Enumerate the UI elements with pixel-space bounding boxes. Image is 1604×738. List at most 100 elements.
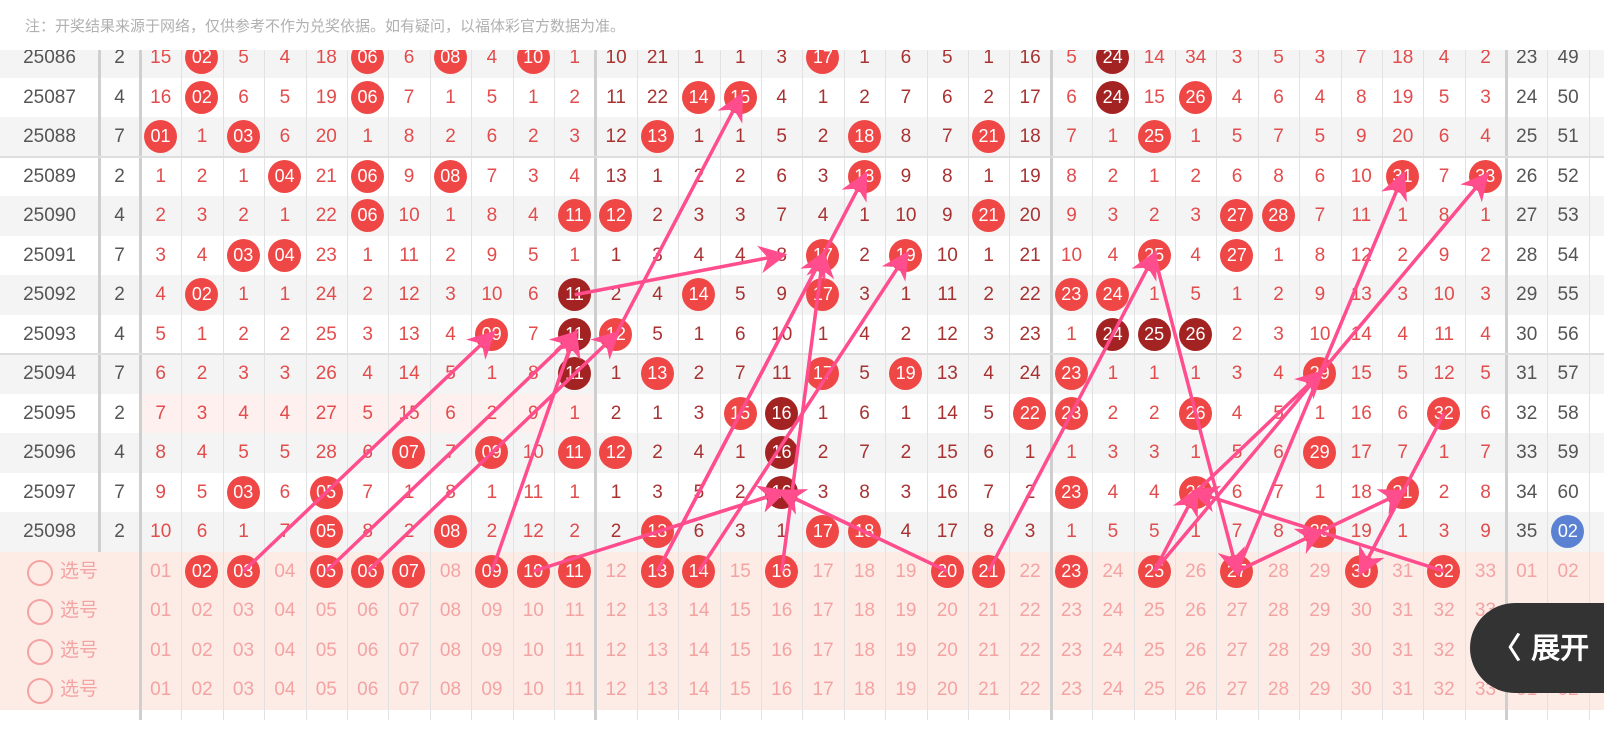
select-number-25[interactable]: 25 (1143, 639, 1165, 661)
select-number-08[interactable]: 08 (439, 639, 462, 661)
select-number-26[interactable]: 26 (1185, 639, 1207, 661)
selected-ball[interactable]: 06 (351, 554, 384, 588)
selected-ball[interactable]: 02 (185, 554, 219, 588)
selected-ball[interactable]: 30 (1344, 554, 1378, 588)
select-number-20[interactable]: 20 (936, 679, 958, 700)
select-number-28[interactable]: 28 (1267, 639, 1290, 661)
select-number-12[interactable]: 12 (605, 639, 627, 661)
selected-ball[interactable]: 21 (972, 554, 1005, 588)
select-number-27[interactable]: 27 (1226, 639, 1248, 661)
select-number-30[interactable]: 30 (1350, 639, 1372, 661)
selected-ball[interactable]: 16 (765, 554, 798, 588)
radio-button[interactable] (27, 559, 53, 586)
select-number-08[interactable]: 08 (439, 560, 462, 582)
select-number-04[interactable]: 04 (274, 600, 296, 621)
select-number-05[interactable]: 05 (315, 600, 337, 621)
select-number-06[interactable]: 06 (357, 679, 379, 700)
select-number-06[interactable]: 06 (357, 600, 379, 621)
select-number-22[interactable]: 22 (1019, 560, 1041, 582)
selected-ball[interactable]: 05 (309, 554, 343, 588)
selected-ball[interactable]: 07 (392, 554, 426, 588)
select-number-01[interactable]: 01 (150, 639, 172, 661)
select-number-03[interactable]: 03 (232, 679, 255, 700)
select-number-09[interactable]: 09 (481, 679, 503, 700)
select-number-03[interactable]: 03 (232, 639, 255, 661)
select-number-09[interactable]: 09 (481, 639, 503, 661)
selected-ball[interactable]: 27 (1220, 554, 1254, 588)
selected-ball[interactable]: 14 (682, 554, 716, 588)
select-number-02[interactable]: 02 (191, 679, 213, 700)
select-number-18[interactable]: 18 (853, 560, 876, 582)
select-number-26[interactable]: 26 (1185, 600, 1207, 621)
radio-button[interactable] (27, 599, 53, 625)
select-number-29[interactable]: 29 (1309, 600, 1331, 621)
select-number-12[interactable]: 12 (605, 679, 627, 700)
selected-ball[interactable]: 09 (475, 554, 509, 588)
select-number-31[interactable]: 31 (1392, 679, 1414, 700)
select-number-18[interactable]: 18 (853, 639, 876, 661)
select-number-12[interactable]: 12 (605, 600, 627, 621)
select-number-15[interactable]: 15 (729, 639, 751, 661)
selected-ball[interactable]: 10 (516, 554, 550, 588)
radio-button[interactable] (27, 678, 53, 704)
select-number-11[interactable]: 11 (564, 639, 585, 661)
select-number-19[interactable]: 19 (895, 560, 917, 582)
selected-ball[interactable]: 03 (226, 554, 260, 588)
select-number-32[interactable]: 32 (1433, 639, 1455, 661)
select-number-25[interactable]: 25 (1143, 679, 1165, 700)
select-number-14[interactable]: 14 (678, 552, 719, 592)
select-number-28[interactable]: 28 (1267, 600, 1290, 621)
select-number-23[interactable]: 23 (1060, 600, 1083, 621)
select-number-16[interactable]: 16 (771, 679, 793, 700)
select-number-24[interactable]: 24 (1102, 679, 1124, 700)
select-number-16[interactable]: 16 (761, 552, 802, 592)
select-number-31[interactable]: 31 (1392, 600, 1414, 621)
select-number-17[interactable]: 17 (812, 600, 834, 621)
select-number-09[interactable]: 09 (471, 552, 512, 592)
select-number-14[interactable]: 14 (688, 600, 710, 621)
select-number-06[interactable]: 06 (357, 639, 379, 661)
radio-button[interactable] (27, 638, 53, 665)
select-number-05[interactable]: 05 (306, 552, 347, 592)
select-number-19[interactable]: 19 (895, 679, 917, 700)
select-number-07[interactable]: 07 (398, 679, 420, 700)
select-number-28[interactable]: 28 (1267, 679, 1290, 700)
select-number-20[interactable]: 20 (936, 600, 958, 621)
select-number-32[interactable]: 32 (1433, 679, 1455, 700)
select-number-26[interactable]: 26 (1185, 560, 1207, 582)
select-number-21[interactable]: 21 (968, 552, 1009, 592)
select-number-16[interactable]: 16 (771, 600, 793, 621)
selected-ball[interactable]: 23 (1054, 554, 1088, 588)
select-number-05[interactable]: 05 (315, 679, 337, 700)
select-number-01[interactable]: 01 (150, 679, 172, 700)
select-number-03[interactable]: 03 (232, 600, 255, 621)
selected-ball[interactable]: 20 (930, 554, 964, 588)
select-number-01[interactable]: 01 (150, 560, 172, 582)
select-number-27[interactable]: 27 (1226, 679, 1248, 700)
select-number-22[interactable]: 22 (1019, 679, 1041, 700)
select-number-29[interactable]: 29 (1309, 560, 1331, 582)
select-number-13[interactable]: 13 (646, 639, 669, 661)
select-number-02[interactable]: 02 (181, 552, 222, 592)
select-number-19[interactable]: 19 (895, 639, 917, 661)
select-number-17[interactable]: 17 (812, 560, 834, 582)
select-number-10[interactable]: 10 (522, 600, 544, 621)
select-number-07[interactable]: 07 (398, 600, 420, 621)
select-number-28[interactable]: 28 (1267, 560, 1290, 582)
selected-ball[interactable]: 11 (558, 554, 591, 588)
select-number-04[interactable]: 04 (274, 560, 296, 582)
select-number-32[interactable]: 32 (1423, 552, 1464, 592)
select-number-13[interactable]: 13 (637, 552, 678, 592)
select-number-10[interactable]: 10 (522, 639, 544, 661)
select-number-14[interactable]: 14 (688, 639, 710, 661)
select-number-25[interactable]: 25 (1143, 600, 1165, 621)
selected-ball[interactable]: 13 (640, 554, 674, 588)
select-number-07[interactable]: 07 (398, 639, 420, 661)
select-number-18[interactable]: 18 (853, 679, 876, 700)
select-number-24[interactable]: 24 (1102, 560, 1124, 582)
select-number-06[interactable]: 06 (347, 552, 388, 592)
select-number-22[interactable]: 22 (1019, 639, 1041, 661)
select-number-31[interactable]: 31 (1392, 560, 1414, 582)
select-number-31[interactable]: 31 (1392, 639, 1414, 661)
select-number-32[interactable]: 32 (1433, 600, 1455, 621)
